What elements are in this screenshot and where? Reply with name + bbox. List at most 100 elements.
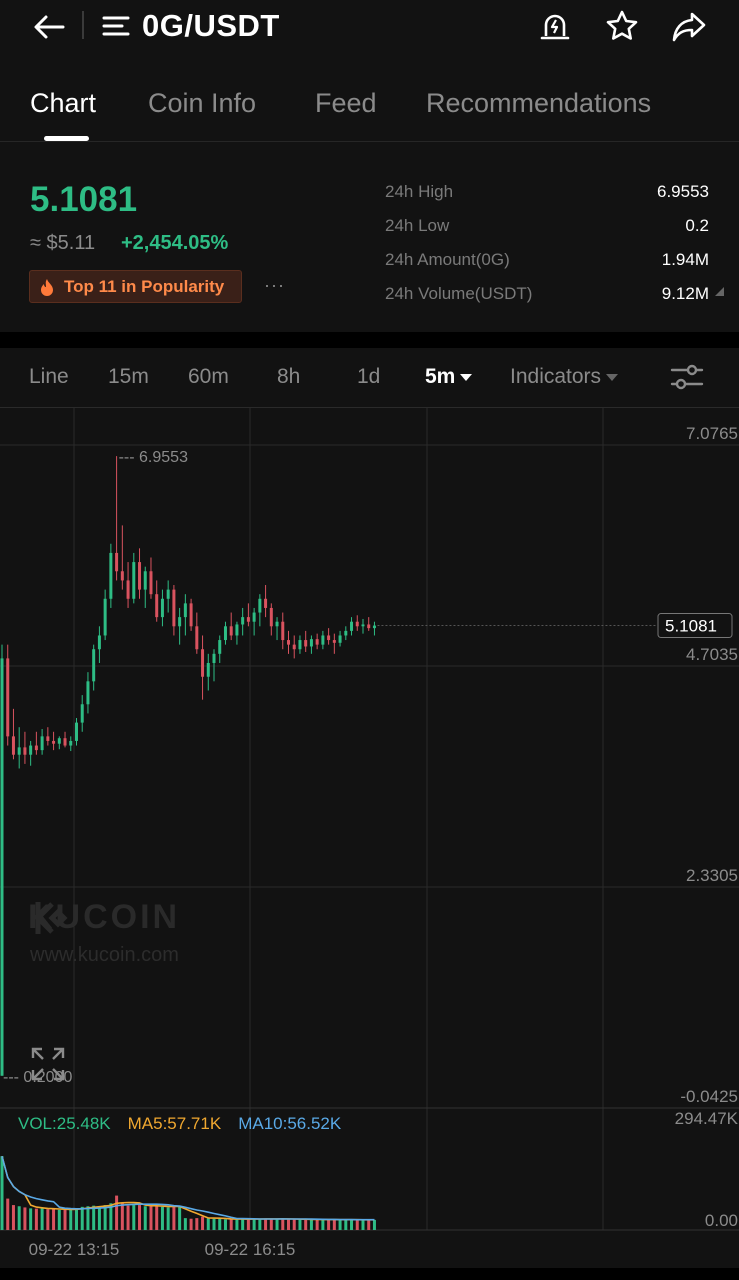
candle-body bbox=[11, 736, 15, 755]
volume-bar bbox=[97, 1206, 101, 1230]
candle-body bbox=[264, 598, 268, 608]
candle-body bbox=[34, 745, 38, 751]
candle-body bbox=[344, 630, 348, 636]
candle-body bbox=[241, 617, 245, 625]
menu-icon bbox=[102, 16, 130, 36]
candle-body bbox=[327, 635, 331, 641]
timeframe-15m[interactable]: 15m bbox=[108, 365, 149, 388]
tab-feed[interactable]: Feed bbox=[315, 88, 377, 118]
volume-bar bbox=[304, 1219, 308, 1230]
volume-bar bbox=[327, 1219, 331, 1230]
volume-bar bbox=[74, 1208, 78, 1230]
timeframe-line[interactable]: Line bbox=[29, 365, 69, 388]
volume-bar bbox=[281, 1218, 285, 1230]
volume-bar bbox=[132, 1205, 136, 1230]
caret-down-icon bbox=[460, 373, 473, 381]
volume-bar bbox=[258, 1218, 262, 1230]
candle-body bbox=[166, 589, 170, 599]
candle-body bbox=[17, 747, 21, 755]
candle-body bbox=[367, 624, 371, 629]
volume-bar bbox=[0, 1156, 4, 1230]
volume-value: VOL:25.48K bbox=[18, 1114, 111, 1133]
candle-body bbox=[287, 640, 290, 645]
candle-body bbox=[309, 639, 313, 647]
candle-body bbox=[97, 635, 101, 650]
pair-title: 0G/USDT bbox=[142, 8, 280, 43]
volume-bar bbox=[235, 1219, 239, 1230]
volume-bar bbox=[6, 1198, 10, 1230]
timeframe-1d[interactable]: 1d bbox=[357, 365, 381, 388]
candle-body bbox=[46, 736, 50, 741]
favorite-button[interactable] bbox=[602, 6, 642, 46]
volume-bar bbox=[126, 1205, 130, 1230]
candlestick-chart[interactable]: 5.1081 --- 6.9553 --- 0.2000 7.0765 4.70… bbox=[0, 408, 739, 1268]
candle-body bbox=[292, 644, 296, 650]
chart-area[interactable]: 5.1081 --- 6.9553 --- 0.2000 7.0765 4.70… bbox=[0, 408, 739, 1280]
volume-bar bbox=[246, 1219, 250, 1230]
candle-body bbox=[143, 571, 147, 590]
ma5-value: MA5:57.71K bbox=[127, 1114, 222, 1133]
share-button[interactable] bbox=[669, 6, 709, 46]
candle-body bbox=[57, 738, 61, 744]
low-marker-label: --- 0.2000 bbox=[3, 1069, 72, 1086]
candle-body bbox=[149, 571, 153, 595]
candle-body bbox=[23, 747, 27, 755]
candle-body bbox=[155, 594, 159, 618]
candle-body bbox=[269, 607, 273, 627]
volume-bar bbox=[86, 1206, 90, 1230]
volume-bar bbox=[206, 1218, 210, 1230]
volume-bar bbox=[252, 1219, 256, 1230]
tab-recommendations[interactable]: Recommendations bbox=[426, 88, 652, 118]
volume-bar bbox=[201, 1216, 205, 1230]
volume-bar bbox=[298, 1219, 302, 1230]
popularity-badge[interactable]: Top 11 in Popularity bbox=[29, 270, 242, 303]
volume-toggle-icon[interactable] bbox=[715, 287, 724, 296]
current-price-label: 5.1081 bbox=[665, 617, 717, 636]
indicators-label: Indicators bbox=[510, 365, 602, 388]
volume-bar bbox=[355, 1219, 359, 1230]
fire-icon bbox=[40, 278, 54, 296]
candle-body bbox=[258, 598, 262, 613]
candle-body bbox=[52, 740, 56, 744]
ma10-line bbox=[1, 1155, 375, 1221]
volume-bar bbox=[149, 1206, 153, 1230]
candle-body bbox=[63, 738, 67, 746]
volume-bar bbox=[155, 1206, 159, 1230]
candle-body bbox=[69, 740, 73, 746]
timeframe-8h[interactable]: 8h bbox=[277, 365, 301, 388]
volume-bar bbox=[34, 1208, 38, 1230]
pair-selector[interactable]: 0G/USDT bbox=[102, 6, 280, 46]
candle-body bbox=[160, 598, 164, 618]
candle-body bbox=[189, 603, 193, 627]
volume-bar bbox=[269, 1218, 273, 1230]
volume-bar bbox=[103, 1205, 107, 1230]
volume-bar bbox=[143, 1206, 147, 1230]
timeframe-selected[interactable]: 5m bbox=[425, 365, 473, 389]
volume-bar bbox=[80, 1206, 84, 1230]
candle-body bbox=[109, 552, 113, 599]
volume-bar bbox=[350, 1219, 354, 1230]
indicators-dropdown[interactable]: Indicators bbox=[510, 365, 619, 389]
candle-body bbox=[281, 621, 285, 641]
more-button[interactable]: ··· bbox=[264, 275, 285, 295]
watermark-url: www.kucoin.com bbox=[30, 944, 179, 966]
current-price-box bbox=[657, 613, 733, 639]
tab-coin-info[interactable]: Coin Info bbox=[148, 88, 257, 118]
price-alert-button[interactable] bbox=[535, 6, 575, 46]
caret-down-icon bbox=[606, 373, 619, 381]
kucoin-watermark: KUCOIN bbox=[28, 898, 180, 937]
back-button[interactable] bbox=[28, 8, 70, 46]
bottom-strip bbox=[0, 1268, 739, 1280]
candle-body bbox=[183, 603, 187, 618]
share-icon bbox=[672, 12, 706, 42]
fullscreen-button[interactable] bbox=[30, 1046, 66, 1082]
tab-chart[interactable]: Chart bbox=[30, 88, 97, 118]
high-marker-label: --- 6.9553 bbox=[119, 449, 188, 466]
timeframe-60m[interactable]: 60m bbox=[188, 365, 229, 388]
stat-value-24h-high: 6.9553 bbox=[657, 182, 709, 201]
chart-settings-button[interactable] bbox=[670, 362, 704, 392]
candle-body bbox=[229, 626, 233, 636]
candle-body bbox=[332, 640, 336, 643]
volume-legend: VOL:25.48K MA5:57.71K MA10:56.52K bbox=[18, 1114, 341, 1134]
volume-bar bbox=[115, 1195, 119, 1230]
